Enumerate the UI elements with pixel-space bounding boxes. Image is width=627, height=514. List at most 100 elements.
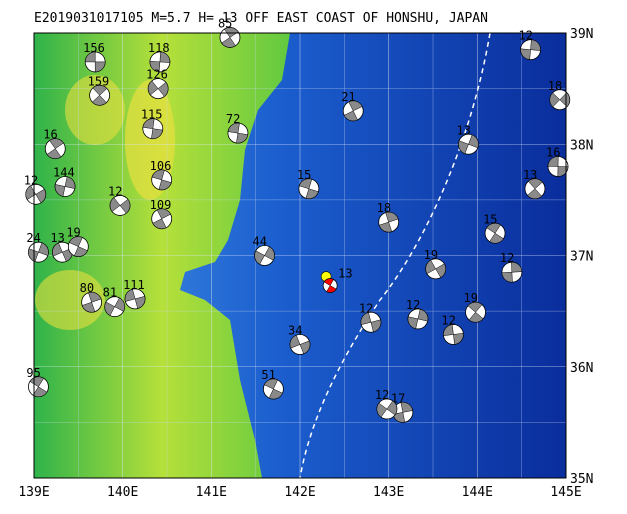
depth-label: 81 <box>103 286 117 300</box>
x-tick-label: 145E <box>550 485 581 500</box>
ball-compression <box>68 236 88 257</box>
depth-label: 15 <box>483 212 497 226</box>
ball-compression <box>486 223 504 244</box>
focal-mechanism <box>227 122 249 144</box>
ball-compression <box>376 400 398 418</box>
depth-label: 18 <box>548 79 562 93</box>
focal-mechanism <box>425 258 447 280</box>
depth-label: 18 <box>377 201 391 215</box>
focal-mechanism <box>28 376 49 398</box>
ball-compression <box>81 292 102 313</box>
depth-label: 159 <box>88 74 110 88</box>
depth-label: 19 <box>424 248 438 262</box>
depth-label: 19 <box>464 291 478 305</box>
focal-mechanism <box>465 301 486 323</box>
depth-label: 12 <box>375 388 389 402</box>
ball-compression <box>149 51 171 73</box>
ball-compression <box>298 178 319 199</box>
focal-mechanism <box>407 308 429 330</box>
depth-label: 13 <box>50 231 64 245</box>
trench <box>299 33 491 478</box>
ball-compression <box>263 378 283 400</box>
depth-label: 156 <box>83 41 105 55</box>
focal-mechanism <box>25 183 47 205</box>
focal-mechanism <box>524 178 546 200</box>
ball-compression <box>547 156 569 177</box>
y-tick-label: 36N <box>570 361 593 376</box>
ball-compression <box>25 185 46 204</box>
ball-compression <box>142 118 163 139</box>
ball-compression <box>54 176 76 197</box>
x-tick-label: 142E <box>284 485 315 500</box>
focal-mechanism <box>67 236 89 258</box>
focal-mechanism <box>54 176 76 197</box>
y-tick-label: 37N <box>570 250 593 265</box>
depth-label: 44 <box>253 235 267 249</box>
focal-mechanism <box>289 334 311 355</box>
depth-label: 118 <box>148 41 170 55</box>
focal-mechanism <box>44 138 66 160</box>
focal-mechanism <box>124 288 146 310</box>
depth-label: 126 <box>146 68 168 82</box>
ball-compression <box>407 308 429 330</box>
focal-mechanism <box>262 378 284 400</box>
depth-label: 106 <box>150 159 172 173</box>
depth-label: 115 <box>141 108 163 122</box>
focal-mechanism <box>149 51 171 73</box>
ball-compression <box>46 138 64 159</box>
focal-mechanism <box>378 211 400 233</box>
focal-mechanism <box>442 324 464 345</box>
y-tick-label: 35N <box>570 472 593 487</box>
map-title: E2019031017105 M=5.7 H= 13 OFF EAST COAS… <box>34 11 488 26</box>
focal-mechanism <box>142 118 164 140</box>
ball-compression <box>147 80 169 97</box>
focal-mechanism <box>298 178 320 200</box>
focal-mechanism <box>501 261 523 283</box>
focal-mechanism <box>81 291 103 313</box>
depth-label: 80 <box>80 281 94 295</box>
depth-label: 12 <box>441 313 455 327</box>
depth-label: 109 <box>150 198 172 212</box>
ball-compression <box>227 122 249 144</box>
ball-compression <box>467 302 484 323</box>
depth-label: 16 <box>43 128 57 142</box>
depth-label: 19 <box>66 226 80 240</box>
focal-mechanism <box>376 398 398 420</box>
focal-mechanism <box>147 78 169 100</box>
focal-mechanism <box>342 100 364 122</box>
focal-mechanism <box>151 169 173 191</box>
ball-compression <box>443 324 464 345</box>
ball-compression <box>360 312 382 333</box>
focal-mechanism <box>547 156 569 177</box>
focal-mechanism <box>28 241 49 263</box>
main-depth-label: 13 <box>338 267 352 281</box>
y-tick-label: 39N <box>570 27 593 42</box>
depth-label: 12 <box>24 173 38 187</box>
ball-compression <box>151 169 172 191</box>
x-tick-label: 139E <box>18 485 49 500</box>
depth-label: 15 <box>297 168 311 182</box>
depth-label: 12 <box>108 184 122 198</box>
focal-mechanism <box>84 51 106 73</box>
ball-compression <box>323 278 337 293</box>
ball-compression <box>378 211 399 233</box>
highland <box>35 270 105 330</box>
focal-mechanism <box>151 208 173 230</box>
focal-mechanism <box>89 84 111 106</box>
ball-compression <box>91 85 108 106</box>
ball-compression <box>501 261 523 283</box>
depth-label: 16 <box>546 146 560 160</box>
depth-label: 85 <box>218 16 232 30</box>
ball-compression <box>520 39 541 60</box>
depth-label: 21 <box>341 90 355 104</box>
x-tick-label: 141E <box>196 485 227 500</box>
depth-label: 144 <box>53 166 75 180</box>
depth-label: 111 <box>123 278 145 292</box>
ball-compression <box>549 92 571 108</box>
frame <box>33 32 567 479</box>
focal-mechanism <box>458 133 479 155</box>
x-tick-label: 140E <box>107 485 138 500</box>
x-tick-label: 143E <box>373 485 404 500</box>
ball-compression <box>458 134 479 154</box>
